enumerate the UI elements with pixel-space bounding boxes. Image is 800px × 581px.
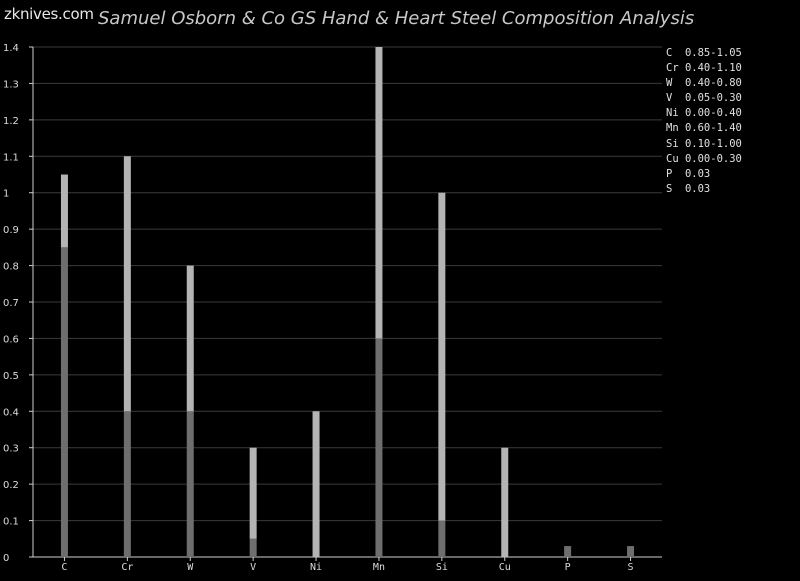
y-tick-label: 0 (3, 553, 9, 564)
legend-entry-Ni: Ni 0.00-0.40 (666, 107, 742, 120)
bar-min-Si (438, 520, 446, 557)
chart-legend: C 0.85-1.05 Cr 0.40-1.10 W 0.40-0.80 V 0.05… (666, 46, 742, 197)
bar-min-P (564, 546, 572, 557)
bar-range-Cr (123, 156, 131, 412)
x-tick-label-Ni: Ni (310, 562, 322, 573)
legend-entry-Si: Si 0.10-1.00 (666, 137, 742, 150)
site-brand[interactable]: zknives.com (4, 5, 94, 23)
y-tick-label: 0.5 (3, 371, 19, 382)
x-tick-label-C: C (61, 562, 67, 573)
bar-min-C (60, 247, 68, 557)
y-tick-label: 1.4 (3, 43, 19, 54)
y-tick-label: 0.1 (3, 517, 19, 528)
bar-min-V (249, 538, 257, 557)
x-tick-label-Mn: Mn (373, 562, 385, 573)
x-tick-label-W: W (187, 562, 194, 573)
bar-min-Cr (123, 411, 131, 557)
legend-entry-W: W 0.40-0.80 (666, 77, 742, 90)
y-tick-label: 0.3 (3, 444, 19, 455)
x-tick-label-V: V (250, 562, 256, 573)
y-tick-label: 0.2 (3, 480, 19, 491)
legend-entry-Mn: Mn 0.60-1.40 (666, 122, 742, 135)
bar-range-W (186, 265, 194, 412)
y-tick-label: 1.1 (3, 152, 19, 163)
x-tick-label-Cu: Cu (499, 562, 511, 573)
legend-entry-V: V 0.05-0.30 (666, 92, 742, 105)
bar-min-W (186, 411, 194, 557)
legend-entry-S: S 0.03 (666, 182, 711, 195)
bar-range-Mn (375, 47, 383, 339)
x-tick-label-P: P (565, 562, 571, 573)
x-tick-label-Si: Si (436, 562, 448, 573)
bar-min-Mn (375, 338, 383, 557)
y-tick-label: 0.9 (3, 225, 19, 236)
y-tick-label: 0.7 (3, 298, 19, 309)
y-tick-label: 1 (3, 189, 9, 200)
chart-title: Samuel Osborn & Co GS Hand & Heart Steel… (98, 8, 695, 29)
x-tick-label-S: S (628, 562, 634, 573)
bar-range-Si (438, 192, 446, 521)
bar-range-C (60, 174, 68, 248)
y-tick-label: 0.6 (3, 334, 19, 345)
x-tick-label-Cr: Cr (121, 562, 133, 573)
legend-entry-C: C 0.85-1.05 (666, 47, 742, 59)
bar-min-S (627, 546, 635, 557)
legend-entry-Cr: Cr 0.40-1.10 (666, 62, 742, 75)
bar-range-Ni (312, 411, 320, 557)
y-tick-label: 1.2 (3, 116, 19, 127)
y-tick-label: 1.3 (3, 79, 19, 90)
y-tick-label: 0.8 (3, 262, 19, 273)
bar-range-Cu (501, 447, 509, 557)
legend-entry-P: P 0.03 (666, 167, 711, 180)
y-tick-label: 0.4 (3, 407, 19, 418)
legend-entry-Cu: Cu 0.00-0.30 (666, 152, 742, 165)
bar-range-V (249, 447, 257, 539)
